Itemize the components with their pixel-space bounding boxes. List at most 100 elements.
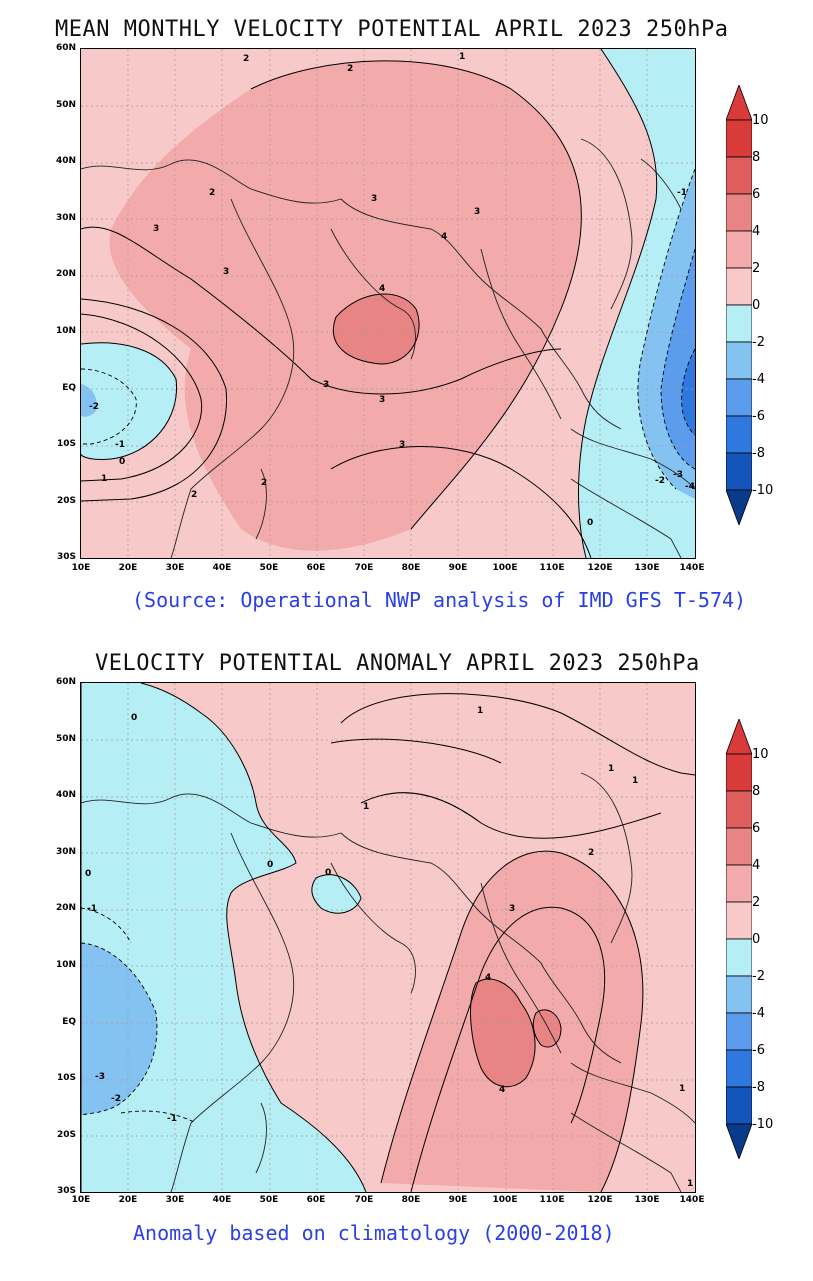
p2-lon-label: 110E [539,1195,565,1205]
p2-lon-label: 120E [587,1195,613,1205]
p1-colorbar-tick: -2 [752,335,765,350]
p2-colorbar-tick: -6 [752,1043,765,1058]
p2-lat-label: 30S [56,1186,76,1196]
p1-contour-label: -2 [89,402,99,412]
p2-colorbar-tick: 8 [752,784,761,799]
p2-contour-label: 2 [588,848,594,858]
p1-lon-label: 30E [165,563,185,573]
p1-colorbar-tick: 8 [752,150,761,165]
p2-contour-label: 4 [485,973,491,983]
p1-colorbar-tick: 0 [752,298,761,313]
p2-contour-label: 1 [687,1179,693,1189]
p1-contour-label: 2 [209,188,215,198]
p1-lon-label: 110E [539,563,565,573]
p1-lon-label: 130E [634,563,660,573]
p1-contour-label: 4 [441,232,447,242]
p1-lat-label: 10N [55,326,76,336]
p1-lat-label: EQ [62,383,76,393]
p2-lon-label: 40E [212,1195,232,1205]
p1-contour-label: 2 [261,478,267,488]
p2-contour-label: 0 [85,869,91,879]
p2-contour-label: 0 [131,713,137,723]
p2-contour-label: 1 [363,802,369,812]
p2-colorbar [725,717,753,1161]
p1-colorbar-tick: 10 [752,113,769,128]
p1-lon-label: 70E [354,563,374,573]
p1-lon-label: 80E [401,563,421,573]
p2-lon-label: 30E [165,1195,185,1205]
p1-lat-label: 40N [55,156,76,166]
p1-contour-label: 2 [347,64,353,74]
p2-colorbar-tick: -2 [752,969,765,984]
p1-lon-label: 50E [259,563,279,573]
p2-contour-label: -1 [87,904,97,914]
p1-lon-label: 90E [448,563,468,573]
p1-lat-label: 50N [55,100,76,110]
p2-colorbar-tick: 2 [752,895,761,910]
p2-lon-label: 10E [71,1195,91,1205]
p1-lon-label: 10E [71,563,91,573]
panel2-map: 0 1 1 1 1 2 0 0 0 -1 3 4 4 -3 -2 -1 1 1 [80,682,696,1193]
p2-contour-label: 1 [477,706,483,716]
p1-contour-label: 0 [587,518,593,528]
p2-lat-label: 20S [56,1130,76,1140]
p1-contour-label: 1 [459,52,465,62]
p1-contour-label: 0 [119,457,125,467]
p1-lon-label: 120E [587,563,613,573]
p1-colorbar [725,83,753,527]
p1-lat-label: 20S [56,496,76,506]
p1-contour-label: -3 [673,470,683,480]
p2-contour-label: 0 [325,868,331,878]
p2-lat-label: 10N [55,960,76,970]
p2-colorbar-tick: 10 [752,747,769,762]
p2-contour-label: 3 [509,904,515,914]
p2-contour-label: 1 [632,776,638,786]
p2-contour-label: 4 [499,1085,505,1095]
p2-lat-label: 10S [56,1073,76,1083]
p2-contour-label: -3 [95,1072,105,1082]
p1-contour-label: 3 [223,267,229,277]
p2-lon-label: 50E [259,1195,279,1205]
p1-colorbar-tick: -10 [752,483,774,498]
p1-colorbar-tick: 6 [752,187,761,202]
p2-lon-label: 100E [492,1195,518,1205]
p1-lon-label: 140E [679,563,705,573]
p1-colorbar-tick: -8 [752,446,765,461]
panel1-title: MEAN MONTHLY VELOCITY POTENTIAL APRIL 20… [55,17,729,42]
p2-contour-label: -2 [111,1094,121,1104]
p2-lon-label: 90E [448,1195,468,1205]
p1-lon-label: 100E [492,563,518,573]
p2-lat-label: 20N [55,903,76,913]
panel2-title: VELOCITY POTENTIAL ANOMALY APRIL 2023 25… [95,651,700,676]
p1-lat-label: 30S [56,552,76,562]
p2-colorbar-tick: -10 [752,1117,774,1132]
p1-lon-label: 40E [212,563,232,573]
p2-lon-label: 70E [354,1195,374,1205]
p2-lat-label: 40N [55,790,76,800]
p2-contour-label: 1 [608,764,614,774]
p2-colorbar-tick: -8 [752,1080,765,1095]
p1-colorbar-tick: 2 [752,261,761,276]
p2-lon-label: 80E [401,1195,421,1205]
p1-contour-label: 2 [191,490,197,500]
panel1-source: (Source: Operational NWP analysis of IMD… [132,588,747,612]
p2-lat-label: 60N [55,677,76,687]
p1-lon-label: 20E [118,563,138,573]
p2-lon-label: 130E [634,1195,660,1205]
panel1-map-svg: 2 2 1 2 3 3 3 4 3 4 3 3 3 2 2 -2 -1 0 1 … [81,49,695,558]
p1-contour-label: 3 [371,194,377,204]
p2-colorbar-tick: 4 [752,858,761,873]
panel2-map-svg: 0 1 1 1 1 2 0 0 0 -1 3 4 4 -3 -2 -1 1 1 [81,683,695,1192]
p1-contour-label: 3 [323,380,329,390]
panel1-map: 2 2 1 2 3 3 3 4 3 4 3 3 3 2 2 -2 -1 0 1 … [80,48,696,559]
p1-lat-label: 60N [55,43,76,53]
p1-contour-label: -4 [685,482,695,492]
p1-contour-label: -1 [115,440,125,450]
p1-contour-label: 1 [101,474,107,484]
p1-colorbar-tick: 4 [752,224,761,239]
p2-contour-label: 1 [679,1084,685,1094]
p2-lat-label: EQ [62,1017,76,1027]
p2-lon-label: 140E [679,1195,705,1205]
p1-contour-label: 3 [474,207,480,217]
p1-contour-label: 3 [399,440,405,450]
